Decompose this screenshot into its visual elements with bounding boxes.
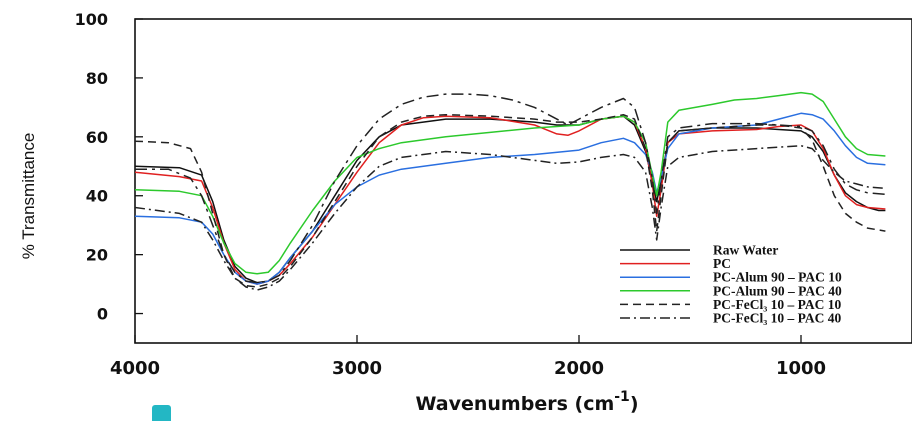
- x-tick-label: 3000: [332, 358, 382, 379]
- series-line-4: [135, 91, 886, 275]
- plot-frame: [134, 18, 912, 344]
- series-line-6: [135, 144, 886, 291]
- y-tick-label: 0: [97, 305, 108, 324]
- x-axis-title: Wavenumbers (cm-1): [416, 389, 639, 415]
- x-tick-label: 2000: [554, 358, 604, 379]
- series-line-5: [135, 113, 886, 288]
- x-tick-label: 4000: [110, 358, 160, 379]
- legend-label-5: PC-FeCl₃ 10 – PAC 10: [713, 297, 842, 312]
- x-axis-title-sup: -1: [614, 389, 630, 405]
- series-lines: [135, 91, 886, 291]
- page-badge: [152, 405, 171, 421]
- y-tick-label: 40: [86, 187, 108, 206]
- y-tick-label: 60: [86, 128, 108, 147]
- legend-label-6: PC-FeCl₃ 10 – PAC 40: [713, 311, 842, 326]
- y-axis-title: % Transmittance: [19, 133, 38, 260]
- x-tick-label: 1000: [776, 358, 826, 379]
- legend-label-4: PC-Alum 90 – PAC 40: [713, 283, 842, 298]
- x-axis-title-close: ): [630, 393, 639, 415]
- legend-label-3: PC-Alum 90 – PAC 10: [713, 270, 842, 285]
- x-axis: 4000 3000 2000 1000: [110, 335, 826, 379]
- y-tick-label: 20: [86, 246, 108, 265]
- y-tick-label: 80: [86, 69, 108, 88]
- series-line-7: [135, 93, 886, 284]
- legend-label-2: PC: [713, 256, 731, 271]
- y-axis: 0 20 40 60 80 100: [75, 10, 143, 324]
- legend-label-1: Raw Water: [713, 243, 778, 258]
- x-axis-title-main: Wavenumbers (cm: [416, 393, 615, 415]
- y-tick-label: 100: [75, 10, 108, 29]
